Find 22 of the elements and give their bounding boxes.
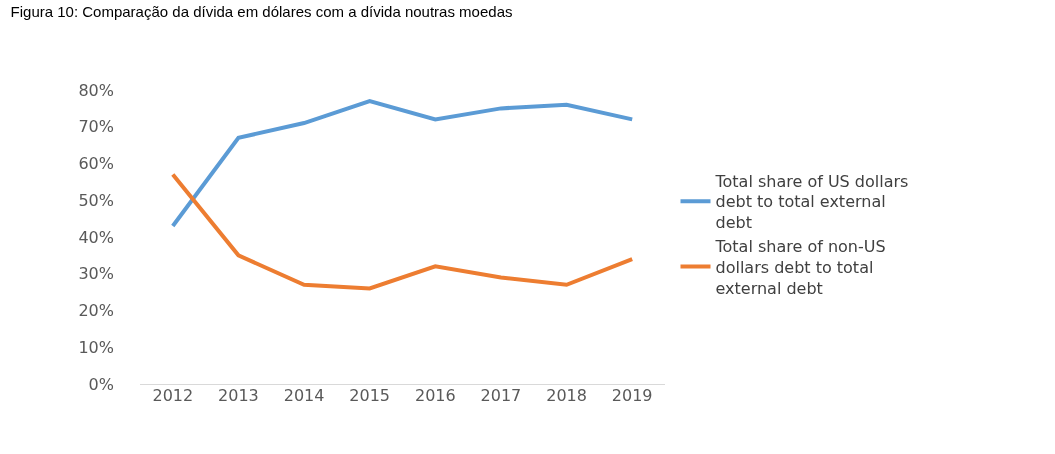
x-tick-label: 2018 — [546, 386, 587, 405]
y-tick-label: 50% — [78, 190, 114, 210]
legend-label: Total share of non-US dollars debt to total external debt — [714, 237, 886, 298]
chart-title: Figura 10: Comparação da dívida em dólares com a dívida noutras moedas — [10, 3, 513, 21]
legend-label: Total share of US dollars debt to total external debt — [714, 171, 909, 233]
x-tick-label: 2017 — [480, 386, 522, 405]
x-tick-label: 2014 — [283, 386, 325, 405]
y-tick-label: 30% — [78, 264, 114, 284]
y-tick-label: 0% — [88, 374, 114, 394]
y-tick-label: 10% — [78, 337, 114, 357]
y-tick-label: 60% — [78, 154, 114, 174]
x-tick-label: 2015 — [349, 386, 391, 405]
y-tick-label: 80% — [78, 80, 114, 100]
x-tick-label: 2016 — [414, 386, 456, 405]
y-tick-label: 20% — [78, 301, 114, 321]
x-tick-label: 2012 — [152, 386, 194, 405]
line-series — [170, 172, 635, 291]
x-tick-label: 2019 — [611, 386, 653, 405]
line-series — [170, 99, 635, 228]
y-tick-label: 70% — [78, 117, 114, 137]
x-tick-label: 2013 — [218, 386, 259, 405]
y-tick-label: 40% — [78, 227, 114, 247]
